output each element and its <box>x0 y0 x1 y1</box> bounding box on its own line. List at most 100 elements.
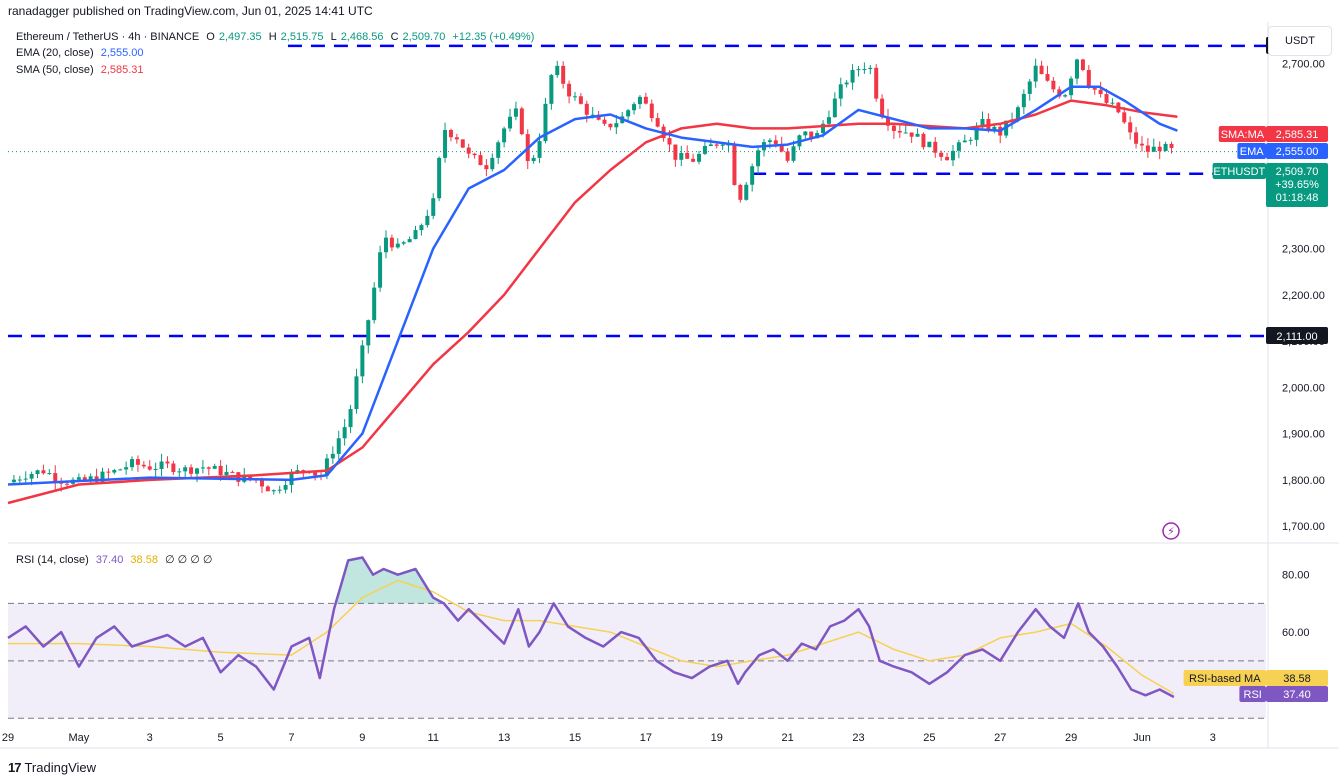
rsi-tag-value: 37.40 <box>1283 689 1311 701</box>
candle-up <box>726 144 731 146</box>
candle-up <box>130 459 135 468</box>
candle-up <box>47 473 52 475</box>
candle-down <box>147 466 152 470</box>
tradingview-footer[interactable]: 17 TradingView <box>8 760 96 775</box>
candle-down <box>1045 74 1050 81</box>
candle-down <box>732 144 737 185</box>
legend-sma-row[interactable]: SMA (50, close) 2,585.31 <box>16 64 148 76</box>
candle-up <box>413 230 418 240</box>
currency-selector[interactable]: USDT <box>1268 26 1332 56</box>
time-tick-label: 3 <box>147 732 153 744</box>
legend-o: 2,497.35 <box>218 31 262 43</box>
rsi-tag-value-bg <box>1266 686 1328 702</box>
candle-down <box>106 471 111 473</box>
level-tag-bg <box>1266 327 1328 345</box>
candle-up <box>1063 95 1068 97</box>
candle-down <box>82 477 87 481</box>
time-tick-label: 25 <box>923 732 935 744</box>
candle-down <box>584 103 589 115</box>
candle-down <box>886 117 891 126</box>
published-caption: ranadagger published on TradingView.com,… <box>8 4 373 18</box>
candle-up <box>744 184 749 200</box>
candle-down <box>1128 122 1133 133</box>
rsi-tag-value-bg <box>1266 670 1328 686</box>
candle-down <box>135 459 140 465</box>
candle-down <box>525 134 530 162</box>
candle-down <box>1051 80 1056 90</box>
candle-up <box>549 75 554 104</box>
candle-down <box>141 464 146 467</box>
candle-down <box>454 137 459 140</box>
candle-down <box>1116 102 1121 113</box>
lightning-icon <box>1162 522 1180 540</box>
candle-up <box>590 114 595 116</box>
candle-up <box>425 215 430 226</box>
candle-up <box>177 471 182 473</box>
time-tick-label: May <box>68 732 89 744</box>
price-tag-value-bg <box>1266 126 1328 142</box>
rsi-tag-name: RSI <box>1244 689 1262 701</box>
candle-down <box>986 118 991 131</box>
time-tick-label: 29 <box>2 732 14 744</box>
candle-up <box>395 243 400 248</box>
tradingview-brand: TradingView <box>24 760 97 775</box>
candle-down <box>602 119 607 124</box>
candle-down <box>236 472 241 482</box>
legend-rsi-row[interactable]: RSI (14, close) 37.40 38.58 ∅ ∅ ∅ ∅ <box>16 553 217 566</box>
price-tag-name: ETHUSDT <box>1213 166 1265 178</box>
candle-down <box>519 108 524 135</box>
candle-up <box>826 117 831 124</box>
legend-symbol-row: Ethereum / TetherUS · 4h · BINANCE O 2,49… <box>16 31 538 43</box>
candle-up <box>1004 120 1009 136</box>
candle-down <box>218 465 223 476</box>
candle-up <box>838 84 843 99</box>
candle-up <box>242 474 247 482</box>
candle-up <box>868 67 873 70</box>
candle-down <box>897 130 902 133</box>
candle-up <box>336 438 341 454</box>
candle-up <box>324 458 329 476</box>
candle-down <box>891 125 896 131</box>
candle-up <box>100 471 105 482</box>
candle-up <box>862 69 867 71</box>
candle-down <box>561 65 566 84</box>
price-tag-name-bg <box>1237 143 1266 159</box>
candle-up <box>295 470 300 472</box>
rsi-tag-name-bg <box>1183 670 1266 686</box>
candle-up <box>903 132 908 134</box>
sma-line <box>7 99 1178 505</box>
candle-down <box>1098 89 1103 95</box>
candle-down <box>189 467 194 474</box>
candle-up <box>330 453 335 459</box>
candle-up <box>118 469 123 471</box>
candle-up <box>1027 81 1032 94</box>
legend-l-label: L <box>330 31 337 43</box>
candle-up <box>767 140 772 143</box>
candle-down <box>1122 112 1127 123</box>
candle-down <box>1157 146 1162 151</box>
candle-up <box>378 252 383 288</box>
candle-up <box>76 477 81 480</box>
price-tick-label: 1,800.00 <box>1282 475 1325 487</box>
candle-up <box>850 69 855 83</box>
legend-ema-row[interactable]: EMA (20, close) 2,555.00 <box>16 47 148 59</box>
candle-up <box>915 133 920 137</box>
candle-down <box>738 184 743 200</box>
candle-up <box>543 103 548 142</box>
candle-down <box>779 143 784 152</box>
candle-down <box>53 473 58 482</box>
candle-down <box>206 467 211 469</box>
level-tag-label: 2,462.00 <box>1276 169 1319 181</box>
legend-rsi-value: 37.40 <box>95 554 124 566</box>
candle-up <box>1069 78 1074 96</box>
legend-rsi-extra: ∅ ∅ ∅ ∅ <box>165 554 213 566</box>
candle-down <box>909 132 914 137</box>
time-tick-label: 5 <box>218 732 224 744</box>
price-tag-value-bg <box>1266 143 1328 159</box>
legend-rsi-label: RSI (14, close) <box>16 554 89 566</box>
candle-up <box>212 465 217 469</box>
candle-down <box>1080 59 1085 70</box>
legend-l: 2,468.56 <box>340 31 384 43</box>
candle-up <box>1010 119 1015 121</box>
